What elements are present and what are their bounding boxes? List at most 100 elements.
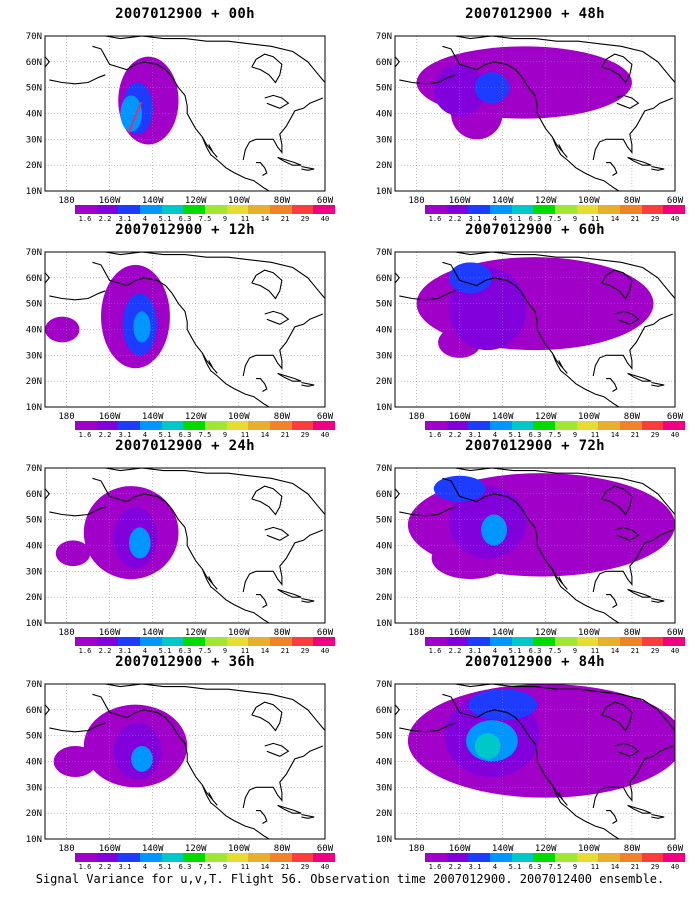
variance-map: 70N 60N 50N 40N 30N 20N 10N 180 160W 140W 120W 100W… [376, 464, 684, 636]
coastline [606, 378, 618, 392]
legend-label: 1.6 [78, 863, 92, 871]
legend-label: 5.1 [158, 215, 172, 223]
lat-tick-label: 30N [376, 567, 392, 577]
lat-tick-label: 20N [26, 377, 42, 387]
legend-swatch [270, 637, 292, 646]
legend-label: 5.1 [508, 431, 522, 439]
legend-swatch [161, 205, 184, 214]
coastline [256, 810, 268, 824]
color-legend: 1.6 2.2 3.1 4 5.1 6.3 7.5 9 11 14 21 29 40 [75, 637, 336, 659]
coastline [242, 97, 324, 161]
lat-tick-label: 40N [26, 758, 42, 768]
legend-swatch [313, 421, 336, 430]
coastline [277, 156, 302, 166]
lat-tick-label: 60N [376, 274, 392, 284]
legend-swatch [663, 853, 686, 862]
lon-tick-label: 100W [578, 196, 600, 204]
lon-tick-label: 60W [317, 196, 334, 204]
legend-swatch [425, 205, 447, 214]
legend-swatch [118, 421, 141, 430]
observation-point [135, 112, 138, 115]
legend-swatch [576, 421, 599, 430]
coastline [614, 742, 640, 757]
legend-swatch [96, 205, 119, 214]
coastline [606, 810, 618, 824]
legend-label: 11 [240, 863, 250, 871]
map-panel: 2007012900 + 84h 70N 60N 50N 40N 30N 20N 10N 180… [370, 654, 700, 871]
coastline [201, 352, 218, 374]
map-panel: 2007012900 + 36h 70N 60N 50N 40N 30N 20N 10N 180… [20, 654, 350, 871]
color-legend: 1.6 2.2 3.1 4 5.1 6.3 7.5 9 11 14 21 29 40 [75, 205, 336, 227]
legend-swatch [490, 637, 512, 646]
lat-tick-label: 50N [376, 300, 392, 310]
legend-label: 1.6 [78, 647, 92, 655]
legend-swatch [96, 421, 119, 430]
lat-tick-label: 30N [376, 783, 392, 793]
variance-map: 70N 60N 50N 40N 30N 20N 10N 180 160W 140W 120W 100W… [376, 680, 684, 852]
lon-tick-label: 80W [274, 412, 291, 420]
lat-tick-label: 60N [376, 490, 392, 500]
legend-swatch [270, 205, 292, 214]
coastline [251, 269, 283, 300]
map-panel: 2007012900 + 48h 70N 60N 50N 40N 30N 20N 10N 180… [370, 6, 700, 223]
legend-label: 3.1 [468, 863, 482, 871]
legend-swatch [555, 205, 577, 214]
legend-label: 11 [590, 647, 600, 655]
lon-tick-label: 100W [578, 412, 600, 420]
color-legend: 1.6 2.2 3.1 4 5.1 6.3 7.5 9 11 14 21 29 40 [75, 853, 336, 875]
lon-tick-label: 120W [185, 844, 207, 852]
coastline [614, 526, 640, 541]
legend-label: 2.2 [98, 215, 112, 223]
legend-label: 6.3 [528, 431, 542, 439]
observation-point [128, 127, 132, 131]
legend-label: 7.5 [548, 647, 562, 655]
legend-label: 4 [492, 863, 498, 871]
lat-tick-label: 40N [376, 542, 392, 552]
legend-swatch [313, 637, 336, 646]
lon-tick-label: 140W [142, 412, 164, 420]
coastline [606, 594, 618, 608]
lon-tick-label: 60W [317, 412, 334, 420]
legend-swatch [75, 853, 97, 862]
legend-swatch [490, 853, 512, 862]
variance-contour [133, 311, 151, 343]
legend-swatch [291, 853, 314, 862]
legend-label: 40 [320, 431, 330, 439]
lat-tick-label: 20N [26, 161, 42, 171]
coastline [395, 488, 401, 500]
coastline [551, 784, 568, 806]
coastline [256, 378, 268, 392]
legend-swatch [663, 205, 686, 214]
legend-label: 4 [142, 647, 148, 655]
lat-tick-label: 40N [26, 110, 42, 120]
lat-tick-label: 10N [376, 187, 392, 197]
legend-label: 3.1 [118, 215, 132, 223]
coastline [601, 701, 633, 732]
legend-swatch [248, 637, 271, 646]
coastline [601, 485, 633, 516]
coastline [201, 784, 218, 806]
coastline [455, 468, 675, 515]
lat-tick-label: 10N [26, 403, 42, 413]
lon-tick-label: 160W [99, 196, 121, 204]
variance-contour [474, 733, 501, 759]
panel-title: 2007012900 + 72h [465, 438, 605, 454]
legend-swatch [641, 421, 664, 430]
legend-swatch [641, 205, 664, 214]
lat-tick-label: 70N [26, 464, 42, 474]
variance-contour [120, 95, 142, 132]
legend-label: 29 [300, 647, 310, 655]
coastline [592, 313, 674, 377]
legend-swatch [226, 637, 249, 646]
lat-tick-label: 60N [26, 706, 42, 716]
coastline [264, 94, 290, 109]
legend-label: 6.3 [178, 647, 192, 655]
legend-swatch [511, 421, 534, 430]
legend-label: 9 [222, 863, 228, 871]
legend-label: 11 [590, 215, 600, 223]
map-panel: 2007012900 + 12h 70N 60N 50N 40N 30N 20N 10N 180… [20, 222, 350, 439]
lon-tick-label: 60W [667, 412, 684, 420]
lat-tick-label: 40N [26, 326, 42, 336]
legend-label: 3.1 [468, 431, 482, 439]
coastline [614, 310, 640, 325]
